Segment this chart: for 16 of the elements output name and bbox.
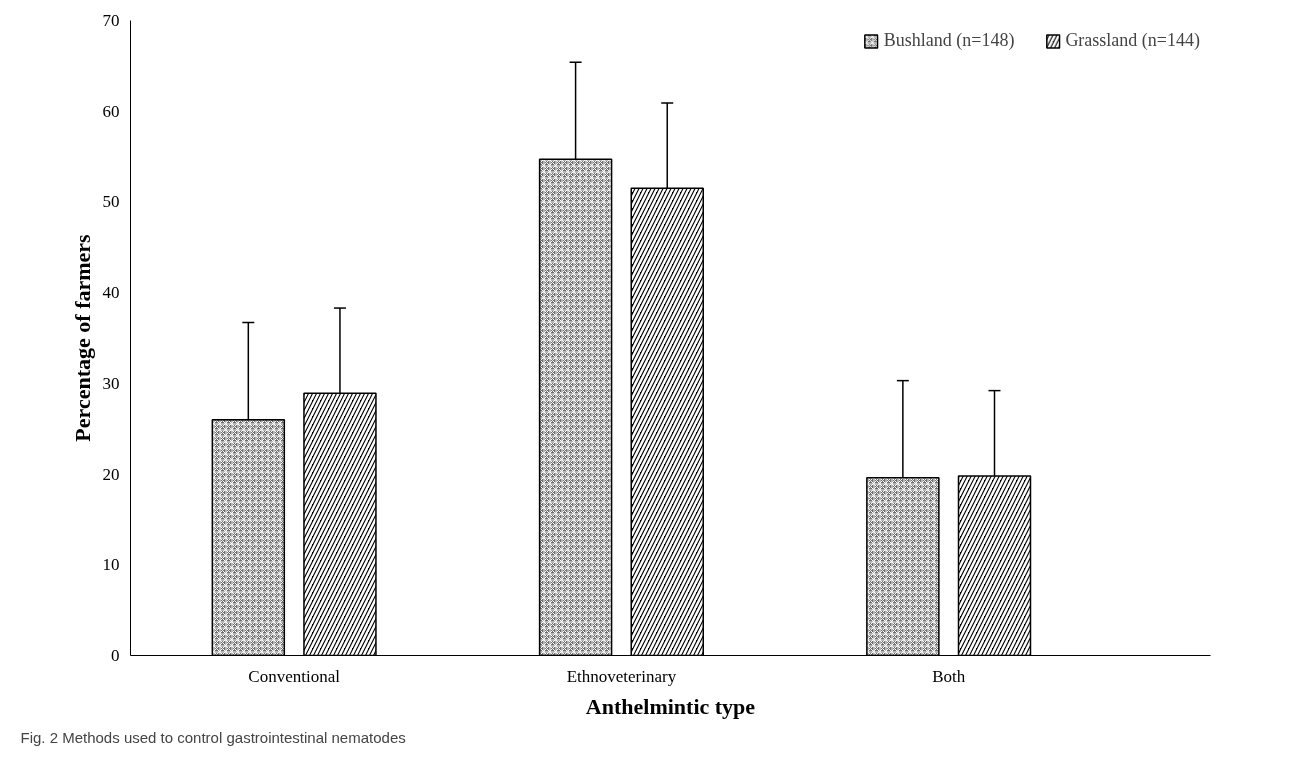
y-axis-title: Percentage of farmers — [69, 233, 95, 442]
legend-label: Bushland (n=148) — [883, 30, 1015, 51]
x-tick-label: Conventional — [248, 666, 341, 686]
x-tick-label: Ethnoveterinary — [566, 666, 677, 686]
y-tick-label: 10 — [102, 555, 120, 575]
y-tick-label: 60 — [102, 101, 120, 121]
x-axis-title: Anthelmintic type — [585, 693, 756, 719]
y-tick-label: 20 — [102, 464, 120, 484]
y-tick-label: 70 — [102, 11, 120, 30]
y-tick-label: 40 — [102, 283, 120, 303]
x-tick-label: Both — [932, 666, 966, 686]
y-tick-label: 30 — [102, 373, 120, 393]
y-tick-label: 50 — [102, 192, 120, 212]
caption: Fig. 2 Methods used to control gastrointestinal nematodes — [20, 728, 406, 746]
legend-label: Grassland (n=144) — [1065, 30, 1200, 51]
y-tick-label: 0 — [111, 646, 120, 665]
